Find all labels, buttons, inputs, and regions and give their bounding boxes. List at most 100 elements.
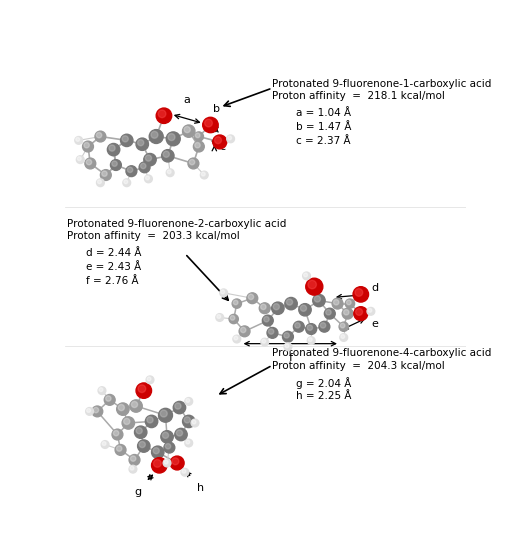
Circle shape xyxy=(228,136,232,140)
Circle shape xyxy=(135,426,147,438)
Circle shape xyxy=(98,387,106,394)
Circle shape xyxy=(313,294,325,307)
Circle shape xyxy=(306,278,323,295)
Text: Proton affinity  =  204.3 kcal/mol: Proton affinity = 204.3 kcal/mol xyxy=(272,361,445,371)
Circle shape xyxy=(144,154,156,166)
Circle shape xyxy=(140,163,146,169)
Circle shape xyxy=(216,314,224,321)
Circle shape xyxy=(92,406,103,417)
Circle shape xyxy=(101,441,109,448)
Circle shape xyxy=(195,133,200,138)
Circle shape xyxy=(131,456,136,461)
Circle shape xyxy=(162,150,174,162)
Circle shape xyxy=(165,444,171,449)
Circle shape xyxy=(102,171,107,176)
Circle shape xyxy=(76,156,84,163)
Circle shape xyxy=(113,431,119,436)
Circle shape xyxy=(299,304,311,316)
Circle shape xyxy=(100,170,111,180)
Circle shape xyxy=(84,142,90,148)
Circle shape xyxy=(285,298,297,310)
Circle shape xyxy=(239,326,250,337)
Circle shape xyxy=(229,314,238,324)
Circle shape xyxy=(186,399,190,403)
Text: f = 2.76 Å: f = 2.76 Å xyxy=(87,276,139,286)
Circle shape xyxy=(149,130,163,143)
Circle shape xyxy=(130,400,142,412)
Circle shape xyxy=(130,466,134,470)
Circle shape xyxy=(347,300,351,305)
Circle shape xyxy=(153,459,161,467)
Text: a = 1.04 Å: a = 1.04 Å xyxy=(296,108,351,118)
Circle shape xyxy=(96,133,102,138)
Circle shape xyxy=(146,176,149,180)
Circle shape xyxy=(96,179,104,187)
Circle shape xyxy=(146,415,158,427)
Circle shape xyxy=(307,337,315,345)
Circle shape xyxy=(326,309,331,315)
Circle shape xyxy=(307,325,312,331)
Circle shape xyxy=(172,458,179,465)
Circle shape xyxy=(75,136,82,144)
Circle shape xyxy=(355,288,363,296)
Circle shape xyxy=(233,300,238,305)
Text: f: f xyxy=(289,353,292,363)
Circle shape xyxy=(334,300,339,305)
Circle shape xyxy=(339,322,349,331)
Circle shape xyxy=(263,315,273,326)
Text: c = 2.37 Å: c = 2.37 Å xyxy=(296,136,350,146)
Circle shape xyxy=(146,376,154,384)
Circle shape xyxy=(87,160,92,165)
Circle shape xyxy=(343,309,349,315)
Circle shape xyxy=(190,160,195,165)
Circle shape xyxy=(186,440,190,444)
Circle shape xyxy=(173,401,185,414)
Circle shape xyxy=(87,408,91,412)
Circle shape xyxy=(342,308,353,319)
Circle shape xyxy=(159,408,172,422)
Circle shape xyxy=(163,151,169,157)
Circle shape xyxy=(221,290,225,294)
Circle shape xyxy=(182,125,195,137)
Circle shape xyxy=(176,430,182,436)
Circle shape xyxy=(355,308,363,315)
Circle shape xyxy=(295,322,300,328)
Circle shape xyxy=(136,427,142,434)
Circle shape xyxy=(170,456,184,470)
Circle shape xyxy=(118,405,124,411)
Circle shape xyxy=(138,385,146,393)
Text: e = 2.43 Å: e = 2.43 Å xyxy=(87,262,141,272)
Text: h = 2.25 Å: h = 2.25 Å xyxy=(296,391,351,401)
Circle shape xyxy=(188,158,199,169)
Circle shape xyxy=(368,308,372,312)
Circle shape xyxy=(340,334,348,341)
Text: Proton affinity  =  218.1 kcal/mol: Proton affinity = 218.1 kcal/mol xyxy=(272,91,445,101)
Circle shape xyxy=(220,289,227,296)
Circle shape xyxy=(247,293,258,304)
Circle shape xyxy=(308,280,316,289)
Circle shape xyxy=(136,138,149,150)
Circle shape xyxy=(285,344,289,348)
Circle shape xyxy=(138,140,144,146)
Circle shape xyxy=(293,321,304,332)
Circle shape xyxy=(282,331,293,342)
Circle shape xyxy=(121,134,133,147)
Circle shape xyxy=(320,322,326,328)
Circle shape xyxy=(240,327,246,333)
Circle shape xyxy=(93,407,98,413)
Circle shape xyxy=(217,315,221,319)
Circle shape xyxy=(152,446,164,458)
Circle shape xyxy=(284,333,290,338)
Circle shape xyxy=(151,131,158,138)
Circle shape xyxy=(161,431,173,443)
Circle shape xyxy=(126,166,137,176)
Circle shape xyxy=(167,170,171,174)
Circle shape xyxy=(153,447,160,454)
Circle shape xyxy=(185,439,193,447)
Text: d = 2.44 Å: d = 2.44 Å xyxy=(87,248,142,258)
Circle shape xyxy=(234,336,238,340)
Circle shape xyxy=(106,396,111,401)
Circle shape xyxy=(184,127,190,133)
Text: b: b xyxy=(213,104,220,114)
Circle shape xyxy=(117,403,129,415)
